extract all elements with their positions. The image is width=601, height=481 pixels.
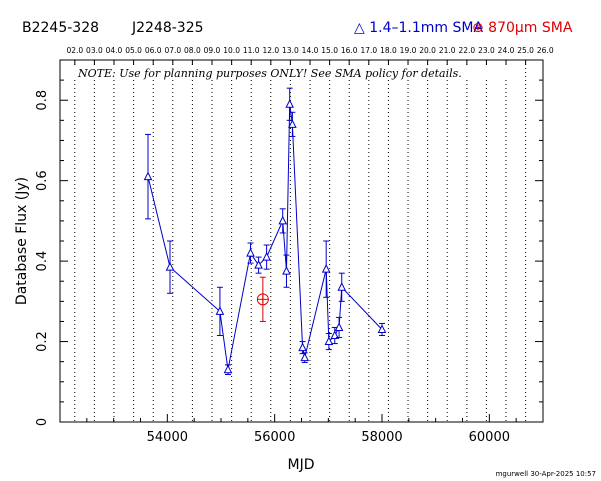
data-point: [143, 171, 153, 181]
data-point: [215, 306, 225, 315]
data-point: [298, 342, 307, 352]
data-point: [321, 264, 331, 273]
data-point: [288, 119, 297, 128]
top-tick-label: 10.0: [223, 46, 240, 55]
series-line: [147, 104, 383, 370]
data-point: [282, 266, 291, 275]
data-point: [337, 282, 347, 291]
y-tick-label: 0.6: [35, 170, 50, 191]
top-tick-label: 07.0: [164, 46, 181, 55]
top-tick-label: 15.0: [321, 46, 338, 55]
data-point: [324, 336, 334, 346]
top-tick-label: 19.0: [400, 46, 417, 55]
data-point: [246, 247, 255, 257]
top-tick-label: 06.0: [145, 46, 162, 55]
alternate-name: J2248-325: [131, 20, 204, 36]
x-tick-label: 60000: [469, 430, 510, 445]
data-point: [254, 260, 263, 269]
legend-red-series: ⊕ 870μm SMA: [472, 20, 573, 36]
top-tick-label: 22.0: [458, 46, 475, 55]
series-blue: [143, 87, 387, 376]
y-tick-label: 0.2: [35, 331, 50, 352]
data-point: [223, 364, 233, 374]
plot-frame: [59, 59, 544, 423]
data-point: [334, 322, 344, 331]
top-tick-label: 02.0: [66, 46, 83, 55]
y-axis-label: Database Flux (Jy): [14, 177, 30, 305]
y-tick-label: 0.4: [35, 251, 50, 272]
x-axis: 54000 56000 58000 60000: [86, 414, 517, 445]
footer-credit: mgurwell 30-Apr-2025 10:57: [496, 470, 596, 478]
top-tick-label: 13.0: [282, 46, 299, 55]
top-tick-label: 04.0: [106, 46, 123, 55]
planning-note: NOTE: Use for planning purposes ONLY! Se…: [77, 67, 462, 80]
x-axis-label: MJD: [288, 457, 315, 473]
top-tick-label: 21.0: [439, 46, 456, 55]
top-tick-label: 09.0: [204, 46, 221, 55]
y-tick-label: 0: [35, 418, 50, 426]
note-background: [72, 66, 522, 80]
data-point: [165, 262, 175, 271]
data-point: [330, 330, 340, 340]
data-point: [262, 251, 271, 261]
data-point: [285, 99, 295, 108]
y-tick-label: 0.8: [35, 90, 50, 111]
x-tick-label: 54000: [147, 430, 188, 445]
year-grid: [74, 60, 527, 422]
legend-blue-series: △ 1.4–1.1mm SMA: [354, 20, 483, 36]
top-tick-label: 14.0: [302, 46, 319, 55]
top-tick-label: 11.0: [243, 46, 260, 55]
top-tick-label: 08.0: [184, 46, 201, 55]
top-axis: 02.0 03.0 04.0 05.0 06.0 07.0 08.0 09.0 10.0 11.0…: [66, 46, 554, 65]
x-tick-label: 56000: [254, 430, 295, 445]
top-tick-label: 16.0: [341, 46, 358, 55]
top-tick-label: 26.0: [537, 46, 554, 55]
data-point: [278, 215, 288, 225]
top-tick-label: 25.0: [517, 46, 534, 55]
top-tick-label: 23.0: [478, 46, 495, 55]
top-tick-label: 24.0: [498, 46, 515, 55]
top-tick-label: 20.0: [419, 46, 436, 55]
top-tick-label: 03.0: [86, 46, 103, 55]
x-tick-label: 58000: [361, 430, 402, 445]
top-tick-label: 17.0: [360, 46, 377, 55]
source-name: B2245-328: [22, 20, 99, 36]
y-axis: 0 0.2 0.4 0.6 0.8: [35, 59, 543, 426]
data-point: [300, 352, 310, 362]
top-tick-label: 12.0: [262, 46, 279, 55]
top-tick-label: 18.0: [380, 46, 397, 55]
top-tick-label: 05.0: [125, 46, 142, 55]
series-red: [256, 276, 269, 322]
data-point: [377, 324, 387, 333]
